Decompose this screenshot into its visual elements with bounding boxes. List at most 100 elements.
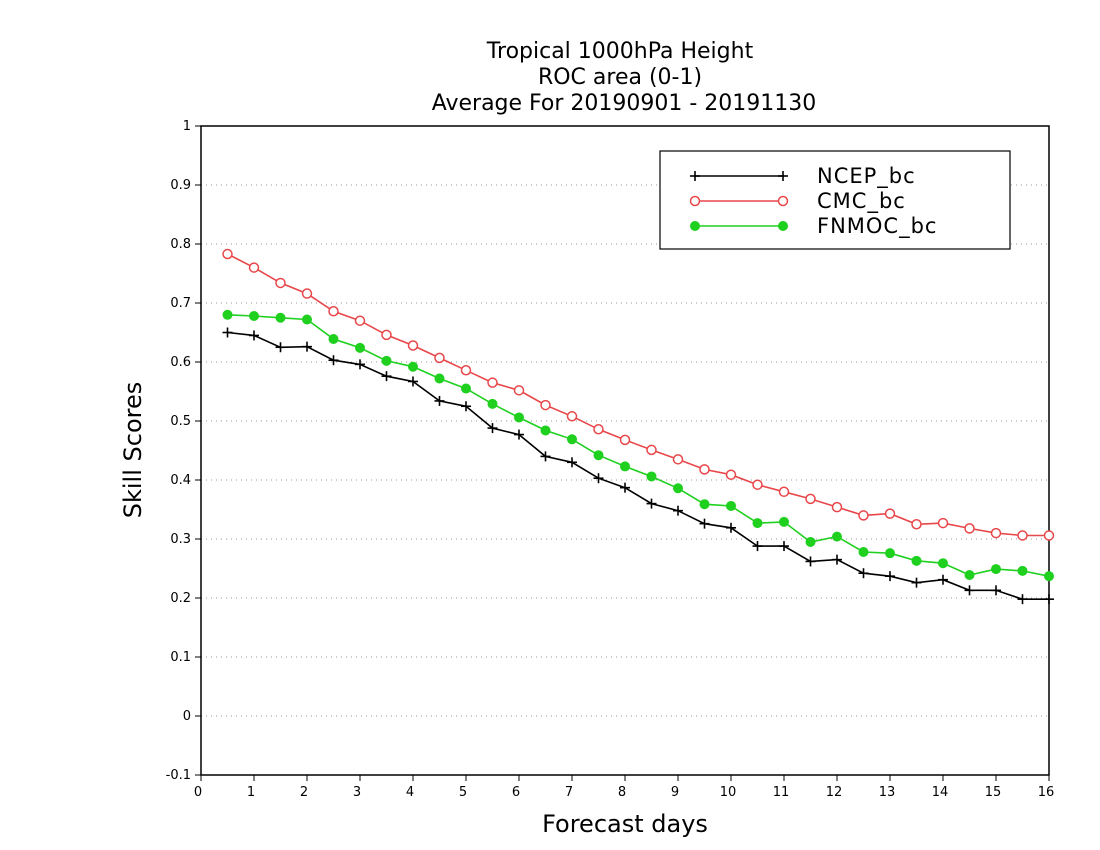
data-point [328,306,339,317]
data-point [964,569,975,580]
legend-marker [690,171,700,181]
data-point [805,536,816,547]
x-tick-label: 0 [194,785,202,800]
data-point [513,385,525,396]
data-point [567,434,577,445]
data-point [249,310,259,321]
x-tick-label: 10 [720,785,737,800]
legend-entry: NCEP_bc [690,164,916,189]
y-tick-label: 0.7 [170,296,191,311]
data-point [964,585,975,596]
data-point [1017,594,1028,605]
data-point [620,461,630,472]
data-point [381,329,392,341]
data-point [328,355,339,366]
legend-label: FNMOC_bc [817,214,937,239]
y-tick-label: 0.6 [170,355,191,370]
data-point [222,309,233,320]
data-point [938,574,948,585]
legend-label: NCEP_bc [817,164,916,189]
legend-entry: FNMOC_bc [690,214,937,239]
chart-title: Tropical 1000hPa Height ROC area (0-1) A… [432,39,817,116]
series-NCEP_bc [222,327,1054,605]
x-tick-label: 1 [247,785,255,800]
grid [201,184,1049,717]
x-tick-label: 11 [773,785,790,800]
chart-title-line-3: Average For 20190901 - 20191130 [432,91,817,116]
data-point [434,373,445,384]
data-point [805,556,816,567]
data-point [408,361,418,372]
data-point [646,498,657,509]
y-tick-label: -0.1 [166,768,191,783]
data-point [858,546,869,557]
data-point [222,248,233,260]
series [222,248,1055,605]
y-tick-label: 0.3 [170,532,191,547]
data-point [805,493,816,505]
data-point [885,571,895,582]
data-point [858,510,869,521]
data-point [937,517,949,529]
data-point [407,340,419,351]
data-point [593,450,604,461]
chart-title-line-2: ROC area (0-1) [538,65,702,90]
data-point [249,330,259,341]
legend-label: CMC_bc [817,189,906,214]
legend-box [659,150,1011,250]
y-axis-label: Skill Scores [119,382,147,519]
data-point [487,423,498,434]
x-tick-label: 4 [406,785,414,800]
y-tick-label: 1 [183,119,191,134]
data-point [699,518,710,529]
data-point [302,314,312,325]
x-axis-label: Forecast days [542,810,708,838]
data-point [884,508,896,519]
data-point [381,355,392,366]
series-FNMOC_bc [222,309,1054,582]
data-point [832,531,842,542]
x-tick-label: 7 [565,785,573,800]
data-point [991,564,1001,575]
y-tick-label: 0.8 [170,237,191,252]
x-tick-label: 3 [353,785,361,800]
x-tick-label: 16 [1038,785,1055,800]
x-tick-label: 6 [512,785,520,800]
data-point [672,454,684,465]
data-point [460,365,472,376]
data-point [725,469,737,480]
data-point [1017,565,1028,576]
data-point [831,501,843,513]
y-tick-label: 0.1 [170,650,191,665]
y-tick-label: 0.2 [170,591,191,606]
data-point [514,412,524,423]
data-point [779,516,789,527]
data-point [248,262,260,273]
data-point [381,371,392,382]
data-point [673,483,683,494]
data-point [355,342,365,353]
data-point [408,376,418,387]
data-point [593,424,604,435]
data-point [540,399,551,411]
x-tick-label: 5 [459,785,467,800]
data-point [911,555,922,566]
data-point [752,518,763,529]
data-point [726,500,736,511]
data-point [673,505,683,516]
data-point [911,519,922,530]
series-CMC_bc [222,248,1055,541]
data-point [566,411,578,422]
data-point [699,464,710,475]
x-tick-label: 13 [879,785,896,800]
data-point [302,341,312,352]
data-point [222,327,233,338]
data-point [752,541,763,552]
y-tick-label: 0.4 [170,473,191,488]
data-point [354,315,366,326]
legend-marker [689,195,701,207]
data-point [779,541,789,552]
data-point [619,434,631,446]
